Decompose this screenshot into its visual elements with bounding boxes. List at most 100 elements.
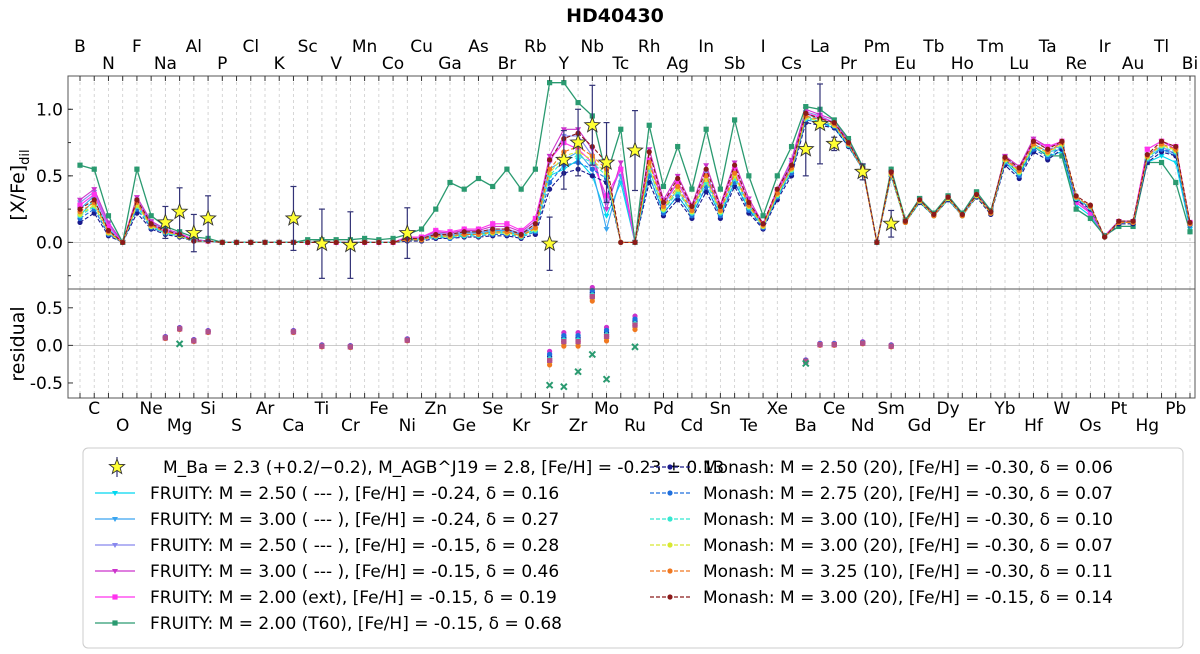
series-6-point-Sb	[732, 183, 738, 190]
top-label-Ho: Ho	[951, 54, 974, 74]
series-10-point-Ag	[675, 183, 681, 190]
bottom-label-Pt: Pt	[1110, 399, 1127, 419]
observed-star-Nd	[853, 162, 872, 180]
top-label-Tl: Tl	[1153, 37, 1169, 57]
series-11-point-Os	[1087, 202, 1093, 208]
observed-star-Cr	[341, 235, 360, 253]
top-label-Na: Na	[154, 54, 177, 74]
legend-label-5: FRUITY: M = 2.00 (T60), [Fe/H] = -0.15, …	[150, 614, 562, 634]
series-3-point-Tc	[617, 160, 624, 166]
series-4-point-As	[475, 226, 482, 232]
series-4-point-Ga	[447, 229, 453, 235]
top-label-Lu: Lu	[1009, 54, 1029, 74]
bottom-label-Xe: Xe	[767, 399, 788, 419]
series-5-point-Ga	[447, 179, 453, 186]
top-label-Rh: Rh	[638, 37, 661, 57]
top-y-axis-label-subscript: dil	[18, 149, 33, 164]
series-4-point-Ge	[461, 226, 467, 232]
series-5-point-Bi	[1187, 229, 1193, 235]
series-10-point-Rb	[532, 225, 538, 231]
observed-star-Ca	[284, 209, 303, 226]
residual-main-Si	[205, 329, 211, 335]
series-5-point-F	[134, 166, 140, 172]
series-11-point-Lu	[1016, 165, 1022, 171]
top-label-K: K	[274, 54, 286, 74]
series-11-point-Ar	[262, 239, 268, 246]
series-4-point-Ta	[1045, 143, 1051, 150]
series-11-point-Ga	[447, 231, 453, 238]
series-11-point-F	[134, 197, 140, 203]
series-5-point-Zn	[433, 206, 439, 212]
series-5-point-Er	[973, 189, 980, 195]
residual-7-Y	[561, 333, 567, 339]
legend-frame	[82, 447, 1184, 649]
observed-star-Mg	[170, 202, 189, 220]
series-0-point-Tl	[1158, 153, 1165, 159]
series-11-point-Pt	[1116, 218, 1122, 224]
series-11-point-N	[105, 227, 112, 234]
series-11-point-Dy	[945, 194, 951, 200]
series-11-point-Au	[1130, 218, 1136, 224]
legend-marker-6	[667, 464, 673, 470]
top-label-Ag: Ag	[666, 54, 688, 74]
series-5-point-Se	[490, 183, 496, 190]
top-label-Pm: Pm	[864, 37, 891, 57]
top-label-Sb: Sb	[724, 54, 746, 74]
series-4-point-N	[105, 223, 112, 230]
bottom-label-Ti: Ti	[314, 399, 330, 419]
series-5-point-N	[105, 213, 112, 219]
series-5-point-Cs	[788, 143, 795, 150]
series-5-point-Ge	[461, 186, 467, 192]
top-label-Au: Au	[1122, 54, 1144, 74]
residual-t60-Zr	[574, 367, 582, 376]
observed-star-Si	[199, 209, 217, 226]
series-4-point-Os	[1087, 210, 1093, 216]
top-label-Tb: Tb	[922, 37, 944, 57]
series-5-point-W	[1059, 153, 1065, 159]
legend-obs-label: M_Ba = 2.3 (+0.2/−0.2), M_AGB^J19 = 2.8,…	[163, 458, 724, 478]
legend-marker-11	[667, 594, 673, 600]
series-5-point-Co	[390, 235, 396, 242]
series-5-point-V	[333, 237, 339, 243]
top-label-Re: Re	[1065, 54, 1087, 74]
series-5-point-Tl	[1158, 159, 1165, 166]
bottom-label-Zn: Zn	[425, 399, 447, 419]
legend-marker-0	[112, 491, 118, 496]
top-label-I: I	[761, 37, 766, 57]
series-11-point-Xe	[774, 186, 780, 192]
top-y-axis-label: [X/Fe]dil	[7, 149, 33, 220]
series-5-point-Au	[1130, 223, 1136, 230]
series-6-point-In	[703, 189, 709, 195]
chart-title: HD40430	[566, 5, 664, 27]
top-label-Eu: Eu	[895, 54, 917, 74]
residual-7-Zr	[575, 333, 581, 339]
residual-main-Nb	[589, 293, 595, 300]
series-11-point-V	[333, 239, 339, 246]
series-5-point-Cd	[689, 186, 695, 192]
legend-marker-2	[112, 543, 118, 548]
series-5-point-Sr	[547, 80, 553, 86]
top-label-Sc: Sc	[298, 37, 318, 57]
legend-label-3: FRUITY: M = 3.00 ( --- ), [Fe/H] = -0.15…	[150, 562, 559, 582]
top-label-Rb: Rb	[524, 37, 547, 57]
series-5-point-Ne	[148, 213, 154, 219]
residual-10-Ru	[632, 326, 638, 333]
residual-main-Ni	[404, 337, 410, 343]
residual-main-Ti	[319, 343, 325, 349]
series-5-point-Pb	[1173, 179, 1179, 186]
legend-label-8: Monash: M = 3.00 (10), [Fe/H] = -0.30, δ…	[703, 510, 1113, 530]
top-label-In: In	[698, 37, 714, 57]
series-5-point-Br	[504, 166, 510, 172]
series-11-point-Hf	[1030, 138, 1037, 144]
series-6-point-B	[77, 219, 83, 226]
legend-marker-7	[667, 490, 673, 496]
observations	[156, 83, 901, 279]
top-label-Tc: Tc	[611, 54, 629, 74]
series-11-point-Te	[746, 199, 752, 206]
series-10-point-Pd	[660, 203, 667, 210]
residual-10-Nb	[589, 298, 595, 304]
residual-7-Ru	[632, 316, 638, 322]
observed-star-Ba	[796, 139, 815, 157]
series-10-point-Sb	[732, 170, 738, 176]
bottom-label-Pb: Pb	[1165, 399, 1186, 419]
